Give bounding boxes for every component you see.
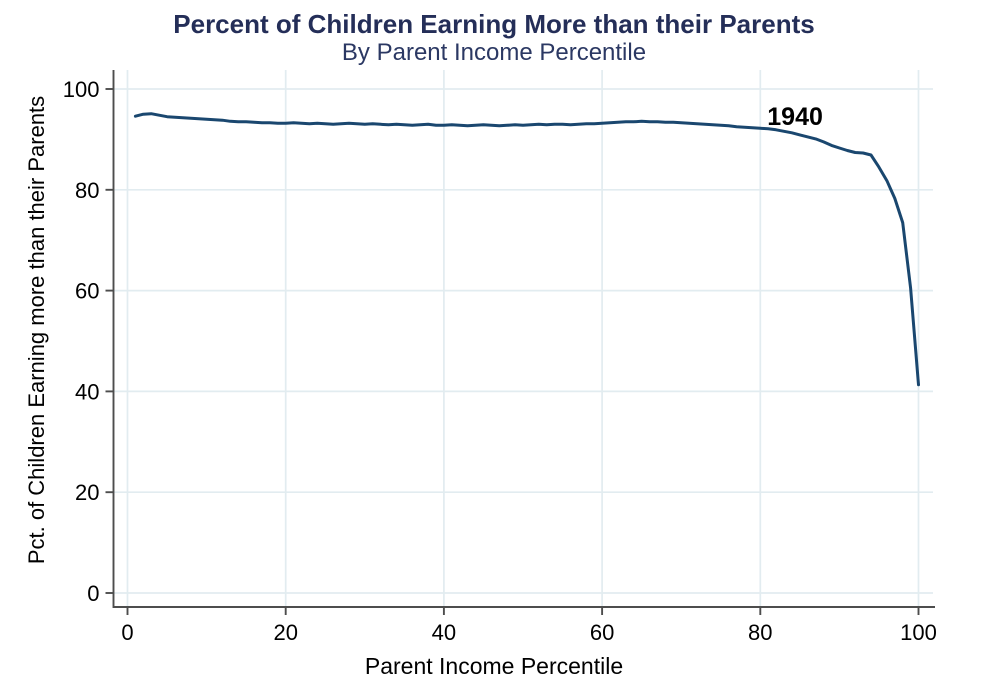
- data-line: [133, 112, 920, 387]
- x-tick-label: 40: [432, 620, 456, 645]
- x-tick-label: 80: [748, 620, 772, 645]
- gridlines: [114, 70, 933, 607]
- data-line-group: [133, 112, 920, 387]
- axis-line: [112, 70, 935, 608]
- line-annotation-group: 1940: [767, 103, 823, 131]
- line-annotation: 1940: [767, 103, 823, 131]
- chart-subtitle: By Parent Income Percentile: [341, 39, 647, 66]
- x-axis-title: Parent Income Percentile: [364, 653, 624, 679]
- x-tick-label: 0: [121, 620, 133, 645]
- y-tick-label: 20: [75, 480, 99, 505]
- y-tick-label: 80: [75, 178, 99, 203]
- x-tick-label: 20: [273, 620, 297, 645]
- x-tick-label: 100: [900, 620, 937, 645]
- chart-title: Percent of Children Earning More than th…: [173, 9, 815, 39]
- y-tick-label: 60: [75, 279, 99, 304]
- tick-marks: [105, 88, 920, 615]
- x-tick-label: 60: [590, 620, 614, 645]
- axis-lines: [112, 70, 935, 608]
- tick-labels: 0 20 40 60 80 100 0 20 40 60 80 100: [63, 77, 937, 645]
- y-tick-label: 100: [63, 77, 100, 102]
- y-tick-label: 0: [87, 581, 99, 606]
- y-tick-label: 40: [75, 379, 99, 404]
